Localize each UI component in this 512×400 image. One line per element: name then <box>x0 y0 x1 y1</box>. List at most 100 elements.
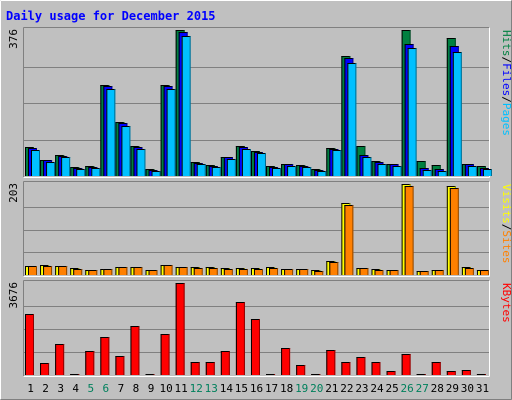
bar-kbytes-day-24 <box>371 362 381 375</box>
bar-kbytes-day-28 <box>431 362 441 375</box>
bar-sites-day-20 <box>314 271 324 275</box>
bar-pages-day-14 <box>226 159 236 176</box>
legend-files: Files <box>500 63 512 96</box>
day-label: 30 <box>461 382 474 395</box>
bar-pages-day-8 <box>136 149 146 176</box>
bar-sites-day-25 <box>389 270 399 275</box>
day-label: 27 <box>416 382 429 395</box>
bar-pages-day-30 <box>467 166 477 176</box>
bar-kbytes-day-22 <box>341 362 351 375</box>
bar-sites-day-11 <box>178 267 188 275</box>
bar-sites-day-4 <box>73 269 83 275</box>
bar-pages-day-12 <box>196 164 206 176</box>
bar-pages-day-23 <box>362 157 372 176</box>
bar-sites-day-19 <box>299 269 309 275</box>
bar-pages-day-29 <box>452 52 462 176</box>
day-label: 7 <box>118 382 125 395</box>
bar-kbytes-day-2 <box>40 363 50 375</box>
bar-sites-day-9 <box>148 270 158 275</box>
bar-pages-day-4 <box>76 169 86 176</box>
bar-pages-day-5 <box>91 168 101 176</box>
bar-sites-day-15 <box>238 269 248 275</box>
bar-pages-day-27 <box>422 170 432 176</box>
panel-background <box>23 181 490 277</box>
bar-sites-day-22 <box>344 205 354 275</box>
day-label: 9 <box>148 382 155 395</box>
bar-kbytes-day-30 <box>461 370 471 375</box>
bar-pages-day-1 <box>31 150 40 176</box>
bar-kbytes-day-12 <box>190 362 200 375</box>
day-label: 16 <box>250 382 263 395</box>
bar-sites-day-31 <box>479 270 489 275</box>
day-label: 22 <box>340 382 353 395</box>
bar-pages-day-3 <box>61 157 71 176</box>
panel-usage: 376 Hits/Files/Pages <box>7 27 512 178</box>
bar-kbytes-day-10 <box>160 334 170 375</box>
bar-pages-day-17 <box>272 168 282 176</box>
bar-pages-day-7 <box>121 126 131 176</box>
bar-sites-day-29 <box>449 188 459 275</box>
bar-pages-day-28 <box>437 171 447 176</box>
bar-sites-day-10 <box>163 265 173 275</box>
legend-separator: / <box>500 96 512 103</box>
series-sites <box>28 186 489 275</box>
bar-kbytes-day-25 <box>386 371 396 375</box>
bar-sites-day-14 <box>223 269 233 275</box>
legend-hits: Hits <box>500 30 512 57</box>
day-label: 24 <box>370 382 384 395</box>
day-label: 13 <box>205 382 218 395</box>
bar-sites-day-1 <box>28 266 37 275</box>
bar-pages-day-22 <box>347 63 357 176</box>
legend-visits: Visits <box>500 184 512 224</box>
bar-kbytes-day-15 <box>235 302 245 375</box>
bar-sites-day-7 <box>118 267 128 275</box>
day-label: 10 <box>159 382 172 395</box>
bar-kbytes-day-21 <box>326 350 336 375</box>
legend-kbytes: KBytes <box>500 283 512 323</box>
bar-sites-day-26 <box>404 186 414 275</box>
day-label: 5 <box>87 382 94 395</box>
day-label: 26 <box>401 382 414 395</box>
day-label: 8 <box>133 382 140 395</box>
legend-separator: / <box>500 57 512 64</box>
day-label: 1 <box>27 382 34 395</box>
bar-sites-day-27 <box>419 271 429 275</box>
panel-kbytes: 3676 KBytes <box>7 280 512 377</box>
panel-max-label: 203 <box>7 183 20 203</box>
bar-sites-day-3 <box>58 266 68 275</box>
bar-pages-day-11 <box>181 36 191 176</box>
bar-pages-day-18 <box>287 166 297 176</box>
day-label: 4 <box>72 382 79 395</box>
day-label: 11 <box>175 382 188 395</box>
bar-pages-day-10 <box>166 89 176 176</box>
day-label: 21 <box>325 382 338 395</box>
bar-pages-day-26 <box>407 48 417 176</box>
bar-sites-day-24 <box>374 270 384 275</box>
legend-sites: Sites <box>500 230 512 263</box>
legend: Visits/Sites <box>500 184 512 264</box>
day-label: 29 <box>446 382 459 395</box>
bar-kbytes-day-3 <box>55 344 65 375</box>
legend: KBytes <box>500 283 512 323</box>
bar-sites-day-23 <box>359 268 369 275</box>
bar-kbytes-day-1 <box>25 314 34 375</box>
bar-kbytes-day-14 <box>220 351 230 375</box>
series-kbytes <box>25 283 486 375</box>
bar-sites-day-18 <box>284 269 294 275</box>
panel-max-label: 376 <box>7 29 20 49</box>
bar-pages-day-13 <box>211 167 221 176</box>
legend-pages: Pages <box>500 103 512 136</box>
day-label: 17 <box>265 382 278 395</box>
bar-pages-day-15 <box>241 149 251 176</box>
bar-pages-day-21 <box>332 150 342 176</box>
bar-kbytes-day-16 <box>250 319 260 375</box>
bar-kbytes-day-7 <box>115 356 125 375</box>
bar-kbytes-day-8 <box>130 326 140 375</box>
bar-kbytes-day-26 <box>401 354 411 375</box>
panel-visits: 203 Visits/Sites <box>7 181 512 277</box>
day-label: 19 <box>295 382 308 395</box>
bar-sites-day-30 <box>464 268 474 275</box>
bar-kbytes-day-6 <box>100 337 110 375</box>
bar-kbytes-day-23 <box>356 357 366 375</box>
